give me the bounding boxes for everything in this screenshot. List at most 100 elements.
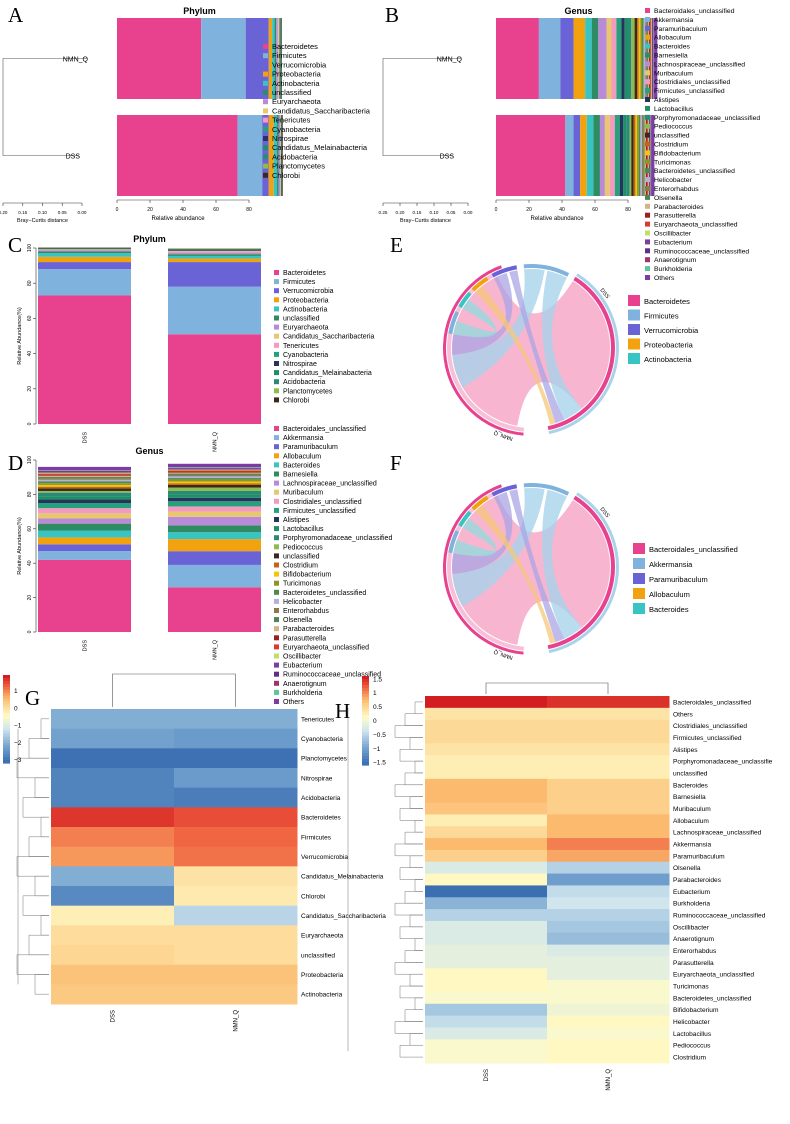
row-dendrogram-branch [414, 938, 423, 951]
bar-segment [599, 115, 605, 196]
legend-swatch [645, 159, 650, 165]
bar-segment [117, 18, 202, 99]
color-scale-step [362, 699, 369, 704]
bar-segment [38, 496, 131, 500]
legend-label: Bacteroidetes_unclassified [654, 168, 735, 175]
heatmap-cell [425, 873, 548, 886]
bar-segment [631, 18, 635, 99]
heatmap-cell [547, 897, 670, 910]
legend-label: Muribaculum [654, 70, 693, 77]
legend-label: Alistipes [283, 517, 310, 524]
legend-label: Muribaculum [283, 490, 323, 497]
x-tick-label: DSS [83, 640, 89, 652]
legend-swatch [645, 194, 650, 200]
color-scale-step [3, 707, 10, 711]
heatmap-cell [425, 849, 548, 863]
panel-letter-h: H [335, 699, 350, 723]
bar-segment [168, 479, 261, 482]
color-scale-step [362, 753, 369, 757]
legend-swatch [274, 617, 279, 623]
legend-swatch [645, 221, 650, 227]
legend-swatch [645, 88, 650, 94]
color-scale-step [3, 721, 10, 726]
legend-swatch [263, 163, 268, 169]
heatmap-cell [51, 787, 175, 808]
panel-letter-e: E [390, 233, 403, 257]
legend-swatch [645, 105, 650, 111]
sector-ring [448, 311, 460, 335]
legend-swatch [274, 671, 279, 677]
legend-swatch [645, 34, 650, 40]
bar-segment [647, 18, 649, 99]
legend-label: unclassified [272, 88, 311, 97]
color-scale-tick: 1.5 [373, 676, 382, 683]
row-label: Helicobacter [673, 1019, 710, 1026]
legend-swatch [645, 248, 650, 254]
legend-swatch [274, 397, 279, 403]
legend-label: Paramuribaculum [649, 575, 708, 584]
heatmap-cell [51, 925, 175, 946]
panel-f-chord-genus: DSSNMN_QBacteroidales_unclassifiedAkkerm… [442, 483, 738, 660]
legend-label: Anaerotignum [654, 257, 697, 264]
legend-swatch [645, 212, 650, 218]
color-scale-step [3, 733, 10, 738]
chord-ribbon [452, 276, 610, 426]
dendrogram-leaf-label: NMN_Q [63, 57, 89, 64]
bar-segment [650, 115, 652, 196]
row-dendrogram-branch [394, 1021, 423, 1034]
bar-segment [168, 286, 261, 335]
legend-label: Oscillibacter [283, 654, 322, 661]
bar-segment [168, 532, 261, 540]
row-dendrogram-branch [399, 1044, 423, 1058]
legend-label: Barnesiella [654, 53, 688, 60]
bar-segment [168, 471, 261, 473]
legend-swatch [274, 544, 279, 550]
dendrogram-tick-label: 0.00 [464, 210, 473, 215]
bar-segment [168, 468, 261, 470]
y-tick-label: 40 [27, 560, 33, 566]
color-scale-step [362, 711, 369, 716]
legend-label: Olsenella [654, 195, 683, 202]
legend-label: Clostridium [654, 142, 688, 149]
row-dendrogram-branch [404, 713, 423, 726]
bar-segment [168, 250, 261, 252]
color-scale-step [362, 732, 369, 736]
bar-segment [640, 115, 643, 196]
y-tick-label: 20 [27, 595, 33, 601]
legend-label: Firmicutes [283, 279, 316, 286]
heatmap-cell [51, 807, 175, 828]
bar-segment [168, 516, 261, 526]
heatmap-cell [547, 838, 670, 851]
row-dendrogram-branch [404, 772, 423, 786]
legend-label: Firmicutes_unclassified [283, 508, 356, 515]
bar-segment [38, 474, 131, 476]
legend-swatch [274, 480, 279, 486]
heatmap-cell [547, 944, 670, 957]
legend-swatch [274, 498, 279, 504]
bar-segment [651, 18, 653, 99]
bar-segment [282, 115, 283, 196]
panel-letter-a: A [8, 3, 24, 27]
heatmap-cell [51, 945, 175, 966]
bar-segment [168, 472, 261, 474]
color-scale-step [362, 696, 369, 701]
heatmap-cell [51, 964, 175, 985]
bar-segment [654, 18, 658, 99]
legend-swatch [263, 99, 268, 105]
row-label: Bacteroidetes_unclassified [673, 995, 752, 1002]
color-scale-step [362, 705, 369, 710]
legend-label: Turicimonas [654, 159, 691, 166]
dendrogram-tick-label: 0.15 [18, 210, 27, 215]
bar-segment [168, 248, 261, 250]
dendrogram-tick-label: 0.20 [0, 210, 8, 215]
bar-segment [38, 466, 131, 471]
color-scale-tick: 1 [14, 688, 18, 695]
heatmap-cell [547, 873, 670, 886]
x-tick-label: 80 [625, 207, 631, 213]
bar-segment [38, 253, 131, 257]
legend-label: Others [283, 699, 305, 706]
color-scale-step [3, 677, 10, 682]
panel-h-heatmap-genus: Bacteroidales_unclassified Others Clostrid… [347, 676, 773, 1091]
bar-segment [604, 115, 610, 196]
row-dendrogram-branch [34, 777, 49, 798]
